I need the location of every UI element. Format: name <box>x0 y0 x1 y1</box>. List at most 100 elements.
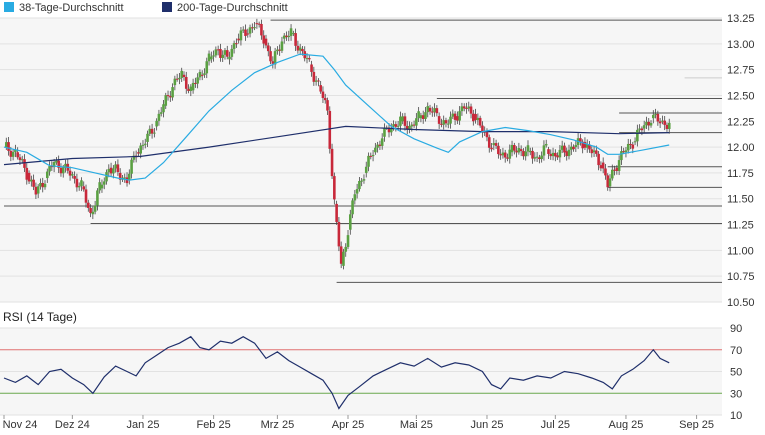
price-y-axis: 13.25 13.00 12.75 12.50 12.25 12.00 11.75 11.50… <box>727 13 755 309</box>
candle-down <box>194 82 197 84</box>
candle-down <box>82 186 86 190</box>
candle-up <box>96 190 99 206</box>
price-y-tick-label: 13.25 <box>727 13 755 25</box>
candle-down <box>27 172 31 182</box>
candle-up <box>651 114 655 119</box>
candle-down <box>506 157 509 159</box>
candle-down <box>23 159 26 168</box>
candle-up <box>20 159 24 161</box>
candle-down <box>513 145 516 151</box>
candle-up <box>542 145 546 156</box>
candle-up <box>162 104 165 113</box>
candle-up <box>100 184 104 189</box>
candle-down <box>18 157 22 160</box>
candle-down <box>9 150 13 157</box>
candle-down <box>515 150 518 153</box>
x-tick-label: Nov 24 <box>3 419 38 430</box>
candle-down <box>335 203 338 222</box>
candle-down <box>481 125 484 133</box>
candle-up <box>610 169 614 179</box>
candle-down <box>150 128 154 134</box>
candle-up <box>128 173 131 181</box>
x-tick-label: Jul 25 <box>541 419 570 430</box>
candle-down <box>86 202 90 208</box>
candle-up <box>526 145 530 152</box>
candle-down <box>613 169 616 171</box>
candle-down <box>50 166 54 168</box>
candle-up <box>667 122 671 129</box>
candle-down <box>403 116 407 126</box>
candle-up <box>661 120 664 122</box>
candle-up <box>98 182 101 191</box>
candle-up <box>178 77 181 80</box>
candle-up <box>371 154 375 157</box>
candle-up <box>289 28 293 36</box>
candle-up <box>71 174 74 176</box>
candle-down <box>604 168 607 176</box>
candle-up <box>353 194 357 201</box>
legend-swatch-ma200 <box>162 2 172 12</box>
candle-up <box>642 125 646 129</box>
candle-up <box>374 147 377 153</box>
candle-up <box>401 116 404 122</box>
candle-up <box>196 77 199 84</box>
price-y-tick-label: 11.00 <box>727 245 754 257</box>
candle-up <box>460 106 464 112</box>
candle-up <box>36 186 40 194</box>
candle-up <box>153 132 156 134</box>
candle-up <box>342 251 345 266</box>
candle-up <box>253 27 256 29</box>
legend: 38-Tage-Durchschnitt 200-Tage-Durchschni… <box>4 2 288 14</box>
x-tick-label: Jun 25 <box>470 419 503 430</box>
candle-up <box>298 47 302 51</box>
candle-down <box>16 152 19 158</box>
rsi-y-tick-label: 90 <box>730 323 742 335</box>
candle-down <box>225 50 229 57</box>
candle-down <box>440 123 443 125</box>
candle-down <box>34 186 38 195</box>
candle-up <box>517 148 521 153</box>
candle-up <box>392 124 395 127</box>
candle-up <box>11 151 15 157</box>
candle-up <box>248 27 252 34</box>
candle-up <box>567 149 571 157</box>
candle-up <box>198 71 202 78</box>
candle-down <box>394 124 398 127</box>
candle-down <box>328 110 332 149</box>
candle-down <box>264 38 268 46</box>
candle-up <box>123 177 127 179</box>
candle-down <box>269 51 272 62</box>
candle-down <box>182 74 186 77</box>
candle-up <box>558 149 562 158</box>
ma38-line <box>3 53 670 181</box>
candle-up <box>636 129 639 142</box>
x-tick-label: Apr 25 <box>332 419 364 430</box>
candle-down <box>257 23 261 25</box>
candle-down <box>640 128 644 131</box>
candle-up <box>501 152 505 156</box>
candle-up <box>146 133 149 142</box>
candle-down <box>326 100 329 111</box>
candle-down <box>547 149 550 154</box>
candle-up <box>510 145 514 153</box>
candle-up <box>93 205 97 212</box>
candle-down <box>581 141 584 149</box>
candle-up <box>408 126 411 130</box>
candle-down <box>294 33 297 46</box>
candle-down <box>57 160 60 168</box>
candle-down <box>456 116 459 121</box>
candle-up <box>626 143 630 151</box>
legend-label-ma38: 38-Tage-Durchschnitt <box>19 2 124 14</box>
candle-down <box>412 124 416 126</box>
x-tick-label: Mrz 25 <box>261 419 295 430</box>
candle-up <box>230 48 234 57</box>
candle-up <box>649 122 653 126</box>
candle-down <box>339 246 343 264</box>
rsi-y-tick-label: 70 <box>730 345 742 357</box>
x-tick-label: Feb 25 <box>196 419 230 430</box>
candle-up <box>173 78 177 86</box>
candle-up <box>77 185 81 188</box>
candle-down <box>321 91 325 98</box>
candle-down <box>590 149 594 154</box>
x-tick-label: Dez 24 <box>55 419 90 430</box>
